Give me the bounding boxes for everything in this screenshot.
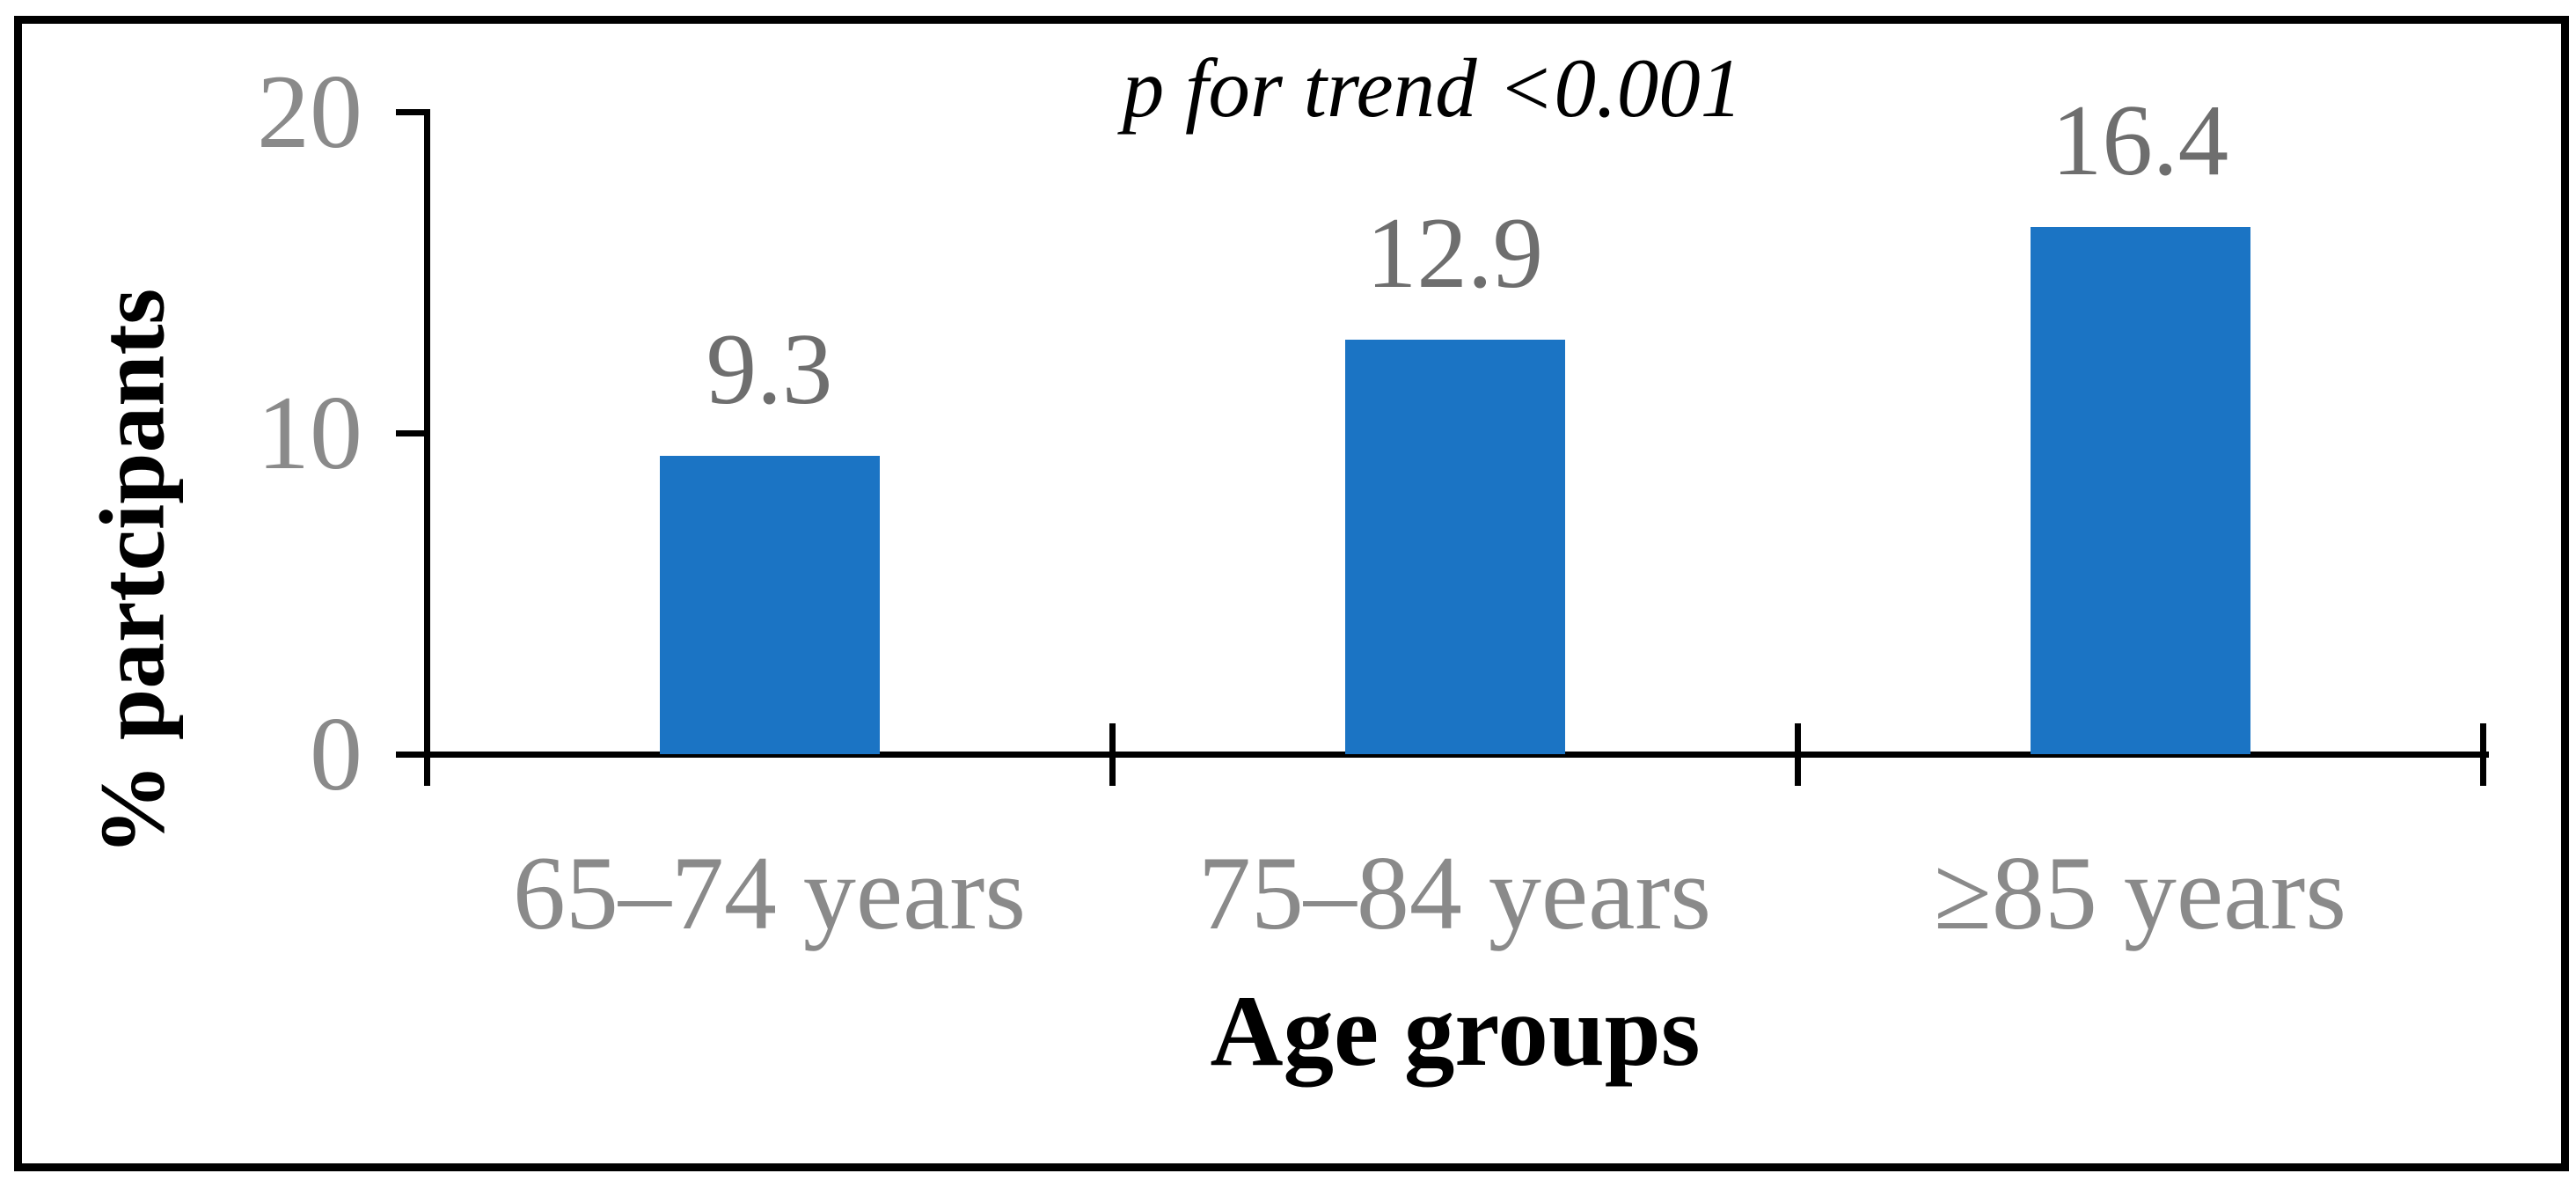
x-tick-mark xyxy=(1794,723,1801,786)
y-tick-mark xyxy=(396,108,427,115)
x-axis-line xyxy=(424,752,2489,758)
y-tick-label: 10 xyxy=(257,374,362,491)
figure-border xyxy=(14,16,2569,1171)
bar xyxy=(2030,227,2250,754)
y-tick-mark xyxy=(396,751,427,758)
x-tick-mark xyxy=(2479,723,2486,786)
x-category-label: 65–74 years xyxy=(512,834,1027,951)
y-tick-label: 20 xyxy=(257,53,362,170)
y-axis-title: % partcipants xyxy=(80,288,184,856)
bar-value-label: 16.4 xyxy=(2051,84,2229,197)
bar-value-label: 9.3 xyxy=(706,312,833,425)
x-axis-title: Age groups xyxy=(1210,975,1701,1087)
x-tick-mark xyxy=(1109,723,1116,786)
x-category-label: ≥85 years xyxy=(1933,834,2347,951)
bar xyxy=(1344,340,1565,754)
bar-value-label: 12.9 xyxy=(1365,197,1544,310)
bar xyxy=(659,455,880,754)
p-for-trend-annotation: p for trend <0.001 xyxy=(1122,41,1743,135)
y-tick-label: 0 xyxy=(310,695,362,812)
x-category-label: 75–84 years xyxy=(1197,834,1712,951)
y-tick-mark xyxy=(396,429,427,436)
y-axis-line xyxy=(424,109,430,786)
